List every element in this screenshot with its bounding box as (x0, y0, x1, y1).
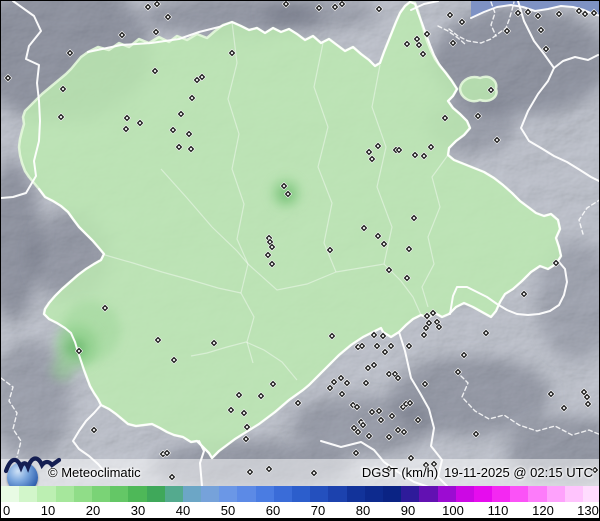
province-boundary-line (227, 21, 249, 265)
legend-color-block (437, 486, 456, 502)
bottom-border (1, 518, 599, 520)
legend-color-block (146, 486, 165, 502)
legend-color-block (364, 486, 383, 502)
legend-color-block (419, 486, 438, 502)
wave-m-icon (4, 456, 62, 474)
mountain-blob (391, 356, 551, 436)
dashed-border-line (1, 377, 22, 458)
legend-color-block (401, 486, 420, 502)
legend-tick-label: 20 (85, 503, 101, 518)
region-border-line (409, 1, 562, 318)
legend-color-block (564, 486, 583, 502)
dashed-borders (1, 1, 599, 458)
legend-color-block (510, 486, 529, 502)
legend-color-block (19, 486, 38, 502)
legend-color-block (528, 486, 547, 502)
region-border-line (553, 54, 599, 69)
legend-tick-label: 30 (130, 503, 146, 518)
region-border-line (87, 1, 411, 67)
legend-tick-label: 60 (265, 503, 281, 518)
meteoclimatic-logo (4, 451, 64, 493)
legend-color-block (164, 486, 183, 502)
legend-color-block (455, 486, 474, 502)
region-border-line (100, 312, 450, 459)
legend-tick-label: 90 (400, 503, 416, 518)
province-boundary-line (160, 168, 249, 265)
gust-spot (51, 357, 75, 381)
legend-tick-label: 110 (487, 503, 509, 518)
legend-color-block (91, 486, 111, 502)
dashed-border-line (578, 199, 599, 235)
province-boundary-line (421, 154, 449, 308)
legend-color-block (37, 486, 56, 502)
mountain-blob (536, 241, 599, 361)
legend-tick-label: 10 (40, 503, 56, 518)
legend-color-block (1, 486, 20, 502)
legend-color-block (473, 486, 493, 502)
region-border-line (517, 1, 599, 183)
legend-color-block (55, 486, 74, 502)
legend-color-block (382, 486, 402, 502)
province-boundary-line (313, 42, 337, 273)
legend-color-block (73, 486, 92, 502)
province-boundary-line (335, 64, 393, 273)
dashed-border-line (490, 1, 497, 37)
region-border-line (38, 188, 105, 406)
dashed-border-line (437, 25, 466, 45)
legend-color-block (492, 486, 511, 502)
legend-colorbar (1, 486, 599, 502)
region-border-line (449, 261, 568, 316)
legend-color-block (310, 486, 329, 502)
province-boundary-line (240, 263, 255, 364)
legend-tick-label: 0 (3, 503, 11, 518)
legend-color-block (346, 486, 365, 502)
trevino-enclave (458, 75, 498, 103)
legend-tick-label: 50 (220, 503, 236, 518)
wind-gust-map (1, 1, 599, 486)
legend-tick-band: 0 10 20 30 40 50 60 70 80 90 100 110 120 130 (1, 502, 599, 518)
legend-tick-label: 130 (577, 503, 599, 518)
legend-color-block (237, 486, 256, 502)
mountain-blob (261, 1, 381, 29)
legend-tick-label: 120 (532, 503, 554, 518)
legend-color-block (292, 486, 311, 502)
province-boundary-line (104, 254, 242, 294)
legend-tick-label: 100 (442, 503, 464, 518)
province-boundary-line (247, 263, 337, 291)
province-boundary-line (383, 263, 422, 316)
legend-color-block (110, 486, 129, 502)
dashed-border-line (455, 370, 599, 436)
legend-color-block (182, 486, 202, 502)
attribution-band-backdrop (1, 459, 599, 486)
legend-tick-label: 70 (310, 503, 326, 518)
legend-tick-label: 80 (355, 503, 371, 518)
legend-color-block (273, 486, 292, 502)
dashed-border-line (448, 1, 515, 44)
province-boundary-line (190, 341, 298, 381)
legend-color-block (583, 486, 599, 502)
legend-color-block (546, 486, 565, 502)
legend-color-block (219, 486, 238, 502)
legend-color-block (128, 486, 147, 502)
legend-tick-label: 40 (175, 503, 191, 518)
mountain-blob (1, 161, 41, 321)
legend-color-block (328, 486, 347, 502)
legend-color-block (255, 486, 274, 502)
legend-color-block (201, 486, 220, 502)
region-border-line (1, 1, 42, 199)
province-boundaries (104, 21, 449, 381)
